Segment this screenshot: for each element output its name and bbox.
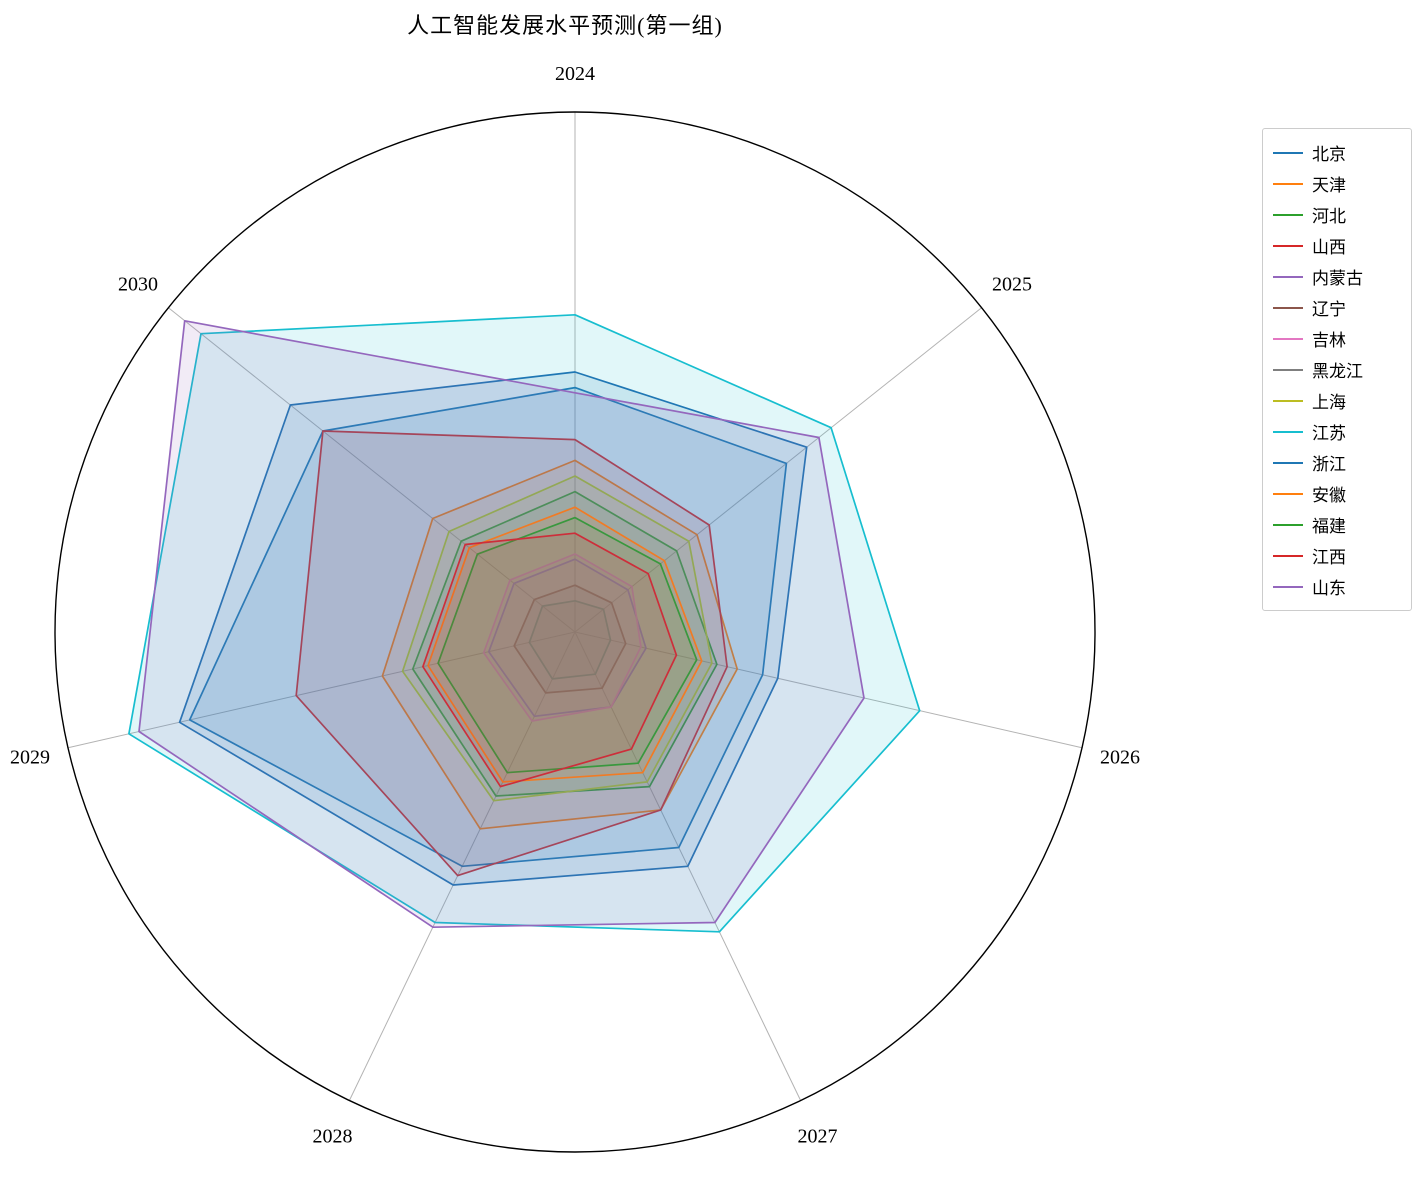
legend-label: 江苏 [1312,424,1346,443]
series-polygon-11 [178,371,808,886]
legend-line-swatch [1273,492,1303,495]
legend-line-swatch [1273,430,1303,433]
axis-label-2030: 2030 [118,274,158,296]
legend-line-swatch [1273,213,1303,216]
legend-item-2: 天津 [1273,168,1401,199]
legend-label: 黑龙江 [1312,362,1363,381]
legend-line-swatch [1273,244,1303,247]
legend-item-13: 福建 [1273,509,1401,540]
series-polygon-7 [482,553,642,722]
legend-label: 北京 [1312,145,1346,164]
legend-label: 山东 [1312,579,1346,598]
series-polygon-5 [487,558,647,718]
series-polygon-1 [188,386,788,868]
legend-item-4: 山西 [1273,230,1401,261]
legend-label: 内蒙古 [1312,269,1363,288]
legend-item-3: 河北 [1273,199,1401,230]
legend-label: 上海 [1312,393,1346,412]
legend-item-10: 江苏 [1273,416,1401,447]
legend-label: 吉林 [1312,331,1346,350]
series-polygon-15 [138,319,865,929]
legend-item-7: 吉林 [1273,323,1401,354]
legend-label: 河北 [1312,207,1346,226]
series-polygon-14 [422,532,678,788]
legend-line-swatch [1273,523,1303,526]
axis-spoke [574,307,982,633]
legend-label: 天津 [1312,176,1346,195]
axis-label-2029: 2029 [10,746,50,768]
legend-item-1: 北京 [1273,137,1401,168]
legend-label: 浙江 [1312,455,1346,474]
legend-item-15: 山东 [1273,571,1401,602]
legend-item-12: 安徽 [1273,478,1401,509]
legend-item-6: 辽宁 [1273,292,1401,323]
series-polygon-13 [437,516,698,774]
legend-label: 福建 [1312,517,1346,536]
legend: 北京天津河北山西内蒙古辽宁吉林黑龙江上海江苏浙江安徽福建江西山东 [1262,128,1412,611]
legend-line-swatch [1273,368,1303,371]
series-polygon-8 [528,599,612,680]
axis-label-2026: 2026 [1100,746,1140,768]
legend-label: 辽宁 [1312,300,1346,319]
legend-line-swatch [1273,585,1303,588]
legend-item-5: 内蒙古 [1273,261,1401,292]
series-polygon-9 [401,475,713,802]
legend-item-14: 江西 [1273,540,1401,571]
legend-line-swatch [1273,306,1303,309]
polar-outline-circle [54,111,1096,1153]
axis-spoke [168,307,576,633]
legend-line-swatch [1273,182,1303,185]
series-polygon-10 [128,313,921,933]
axis-label-2027: 2027 [798,1126,838,1148]
legend-item-8: 黑龙江 [1273,354,1401,385]
legend-line-swatch [1273,554,1303,557]
series-polygon-6 [513,584,627,694]
axis-label-2024: 2024 [555,63,595,85]
axis-spoke [67,631,576,749]
legend-item-11: 浙江 [1273,447,1401,478]
axis-label-2028: 2028 [313,1126,353,1148]
legend-label: 江西 [1312,548,1346,567]
legend-line-swatch [1273,399,1303,402]
axis-label-2025: 2025 [992,274,1032,296]
chart-title: 人工智能发展水平预测(第一组) [407,13,723,38]
legend-line-swatch [1273,151,1303,154]
legend-item-9: 上海 [1273,385,1401,416]
series-polygon-12 [427,506,703,783]
axis-spoke [574,631,1083,749]
legend-line-swatch [1273,275,1303,278]
legend-line-swatch [1273,337,1303,340]
legend-label: 山西 [1312,238,1346,257]
legend-line-swatch [1273,461,1303,464]
series-polygon-2 [381,459,739,830]
legend-label: 安徽 [1312,486,1346,505]
